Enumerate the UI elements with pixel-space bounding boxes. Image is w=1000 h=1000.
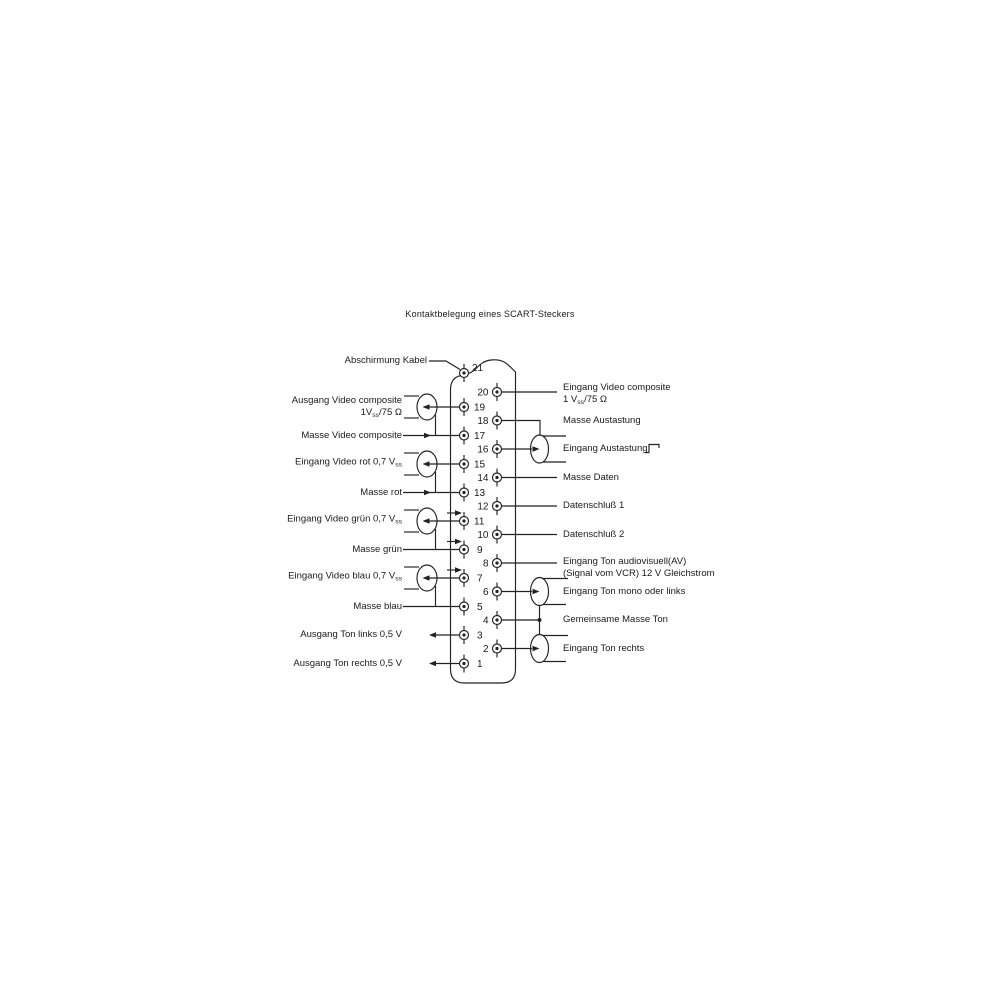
arrow-in-pin7 [422, 575, 430, 581]
pin-number-13: 13 [474, 488, 486, 499]
wire-group-pin3-1 [429, 632, 459, 667]
arrow-in-pin15 [422, 461, 430, 467]
pin-number-19: 19 [474, 403, 486, 414]
pins-layer: 19 17 15 13 11 9 7 5 3 1 20 18 16 14 12 10 8 6 4 2 21 [458, 363, 503, 673]
label-masse-video-composite: Masse Video composite [301, 429, 402, 441]
label-eingang-ton-mono: Eingang Ton mono oder links [563, 585, 686, 597]
arrow-in-pin11 [422, 518, 430, 524]
pin-12: 12 [477, 497, 503, 515]
wire-group-right-straight [502, 391, 557, 564]
label-datenschluss-1: Datenschluß 1 [563, 500, 625, 511]
pin-13: 13 [458, 483, 486, 502]
pin-4: 4 [483, 611, 503, 629]
pin-16: 16 [477, 440, 503, 458]
connector-outline [449, 359, 517, 684]
pin-number-10: 10 [477, 530, 489, 541]
pin-number-20: 20 [477, 388, 489, 399]
pin-8: 8 [483, 554, 503, 572]
pin-20: 20 [477, 383, 503, 401]
pin-14: 14 [477, 468, 503, 487]
label-ausgang-video-composite: Ausgang Video composite 1Vss/75 Ω [291, 395, 402, 419]
arrow-in-pin2 [532, 645, 540, 652]
label-masse-blau: Masse blau [353, 600, 402, 612]
label-eingang-ton-rechts: Eingang Ton rechts [563, 642, 645, 654]
label-gemeinsame-masse-ton: Gemeinsame Masse Ton [563, 614, 668, 625]
pin-number-8: 8 [483, 559, 489, 570]
pin-number-7: 7 [477, 574, 483, 585]
pin-15: 15 [458, 455, 486, 473]
label-eingang-video-blau: Eingang Video blau 0,7 Vss [288, 570, 402, 583]
wire-group-pin11-9 [403, 507, 462, 551]
arrow-in-pin16 [532, 446, 540, 452]
wire-group-pin7-5 [403, 564, 462, 608]
wire-group-pin19-17 [403, 393, 459, 439]
pin-number-16: 16 [477, 445, 489, 456]
pin-21: 21 [458, 363, 484, 382]
pin-9: 9 [458, 540, 483, 559]
pin-7: 7 [458, 569, 483, 587]
label-masse-rot: Masse rot [360, 486, 402, 498]
pin-number-9: 9 [477, 545, 483, 556]
label-eingang-video-composite: Eingang Video composite 1 Vss/75 Ω [563, 382, 671, 406]
label-abschirmung-kabel: Abschirmung Kabel [344, 355, 427, 366]
arrow-out-pin19 [422, 404, 430, 410]
label-eingang-video-gruen: Eingang Video grün 0,7 Vss [287, 513, 402, 526]
pin-number-4: 4 [483, 616, 489, 627]
label-masse-daten: Masse Daten [563, 471, 619, 483]
arrow-masse-pin13 [424, 489, 431, 496]
wire-group-pin18-16 [502, 419, 566, 464]
blanking-pulse-icon [645, 443, 660, 454]
label-ausgang-ton-links: Ausgang Ton links 0,5 V [300, 629, 402, 640]
pin-3: 3 [458, 626, 483, 644]
pin-number-21: 21 [472, 363, 484, 374]
arrow-masse-pin17 [424, 432, 431, 439]
arrow-direction-pin9 [455, 538, 462, 545]
pin-number-11: 11 [474, 517, 485, 528]
pin-1: 1 [458, 654, 483, 673]
pin-10: 10 [477, 525, 503, 544]
arrow-direction-pin7 [455, 567, 462, 573]
pin-5: 5 [458, 597, 483, 616]
pin-number-18: 18 [477, 416, 489, 427]
arrow-in-pin6 [532, 588, 540, 595]
wire-group-pin15-13 [403, 450, 459, 496]
label-masse-gruen: Masse grün [352, 543, 402, 555]
arrow-direction-pin11 [455, 510, 462, 516]
pin-17: 17 [458, 426, 486, 445]
label-eingang-video-rot: Eingang Video rot 0,7 Vss [295, 456, 402, 469]
pin-number-15: 15 [474, 460, 486, 471]
wire-group-pin6-4-2 [502, 576, 568, 664]
pin-number-3: 3 [477, 631, 483, 642]
label-datenschluss-2: Datenschluß 2 [563, 528, 625, 540]
pin-number-17: 17 [474, 431, 486, 442]
pin-number-6: 6 [483, 587, 489, 598]
label-ausgang-ton-rechts: Ausgang Ton rechts 0,5 V [293, 657, 402, 669]
arrow-out-pin3 [429, 632, 436, 638]
pin-6: 6 [483, 582, 503, 601]
label-eingang-austastung: Eingang Austastung [563, 443, 648, 454]
pin-number-14: 14 [477, 473, 489, 484]
pin-19: 19 [458, 398, 486, 416]
pin-11: 11 [458, 512, 485, 530]
pin-number-12: 12 [477, 502, 489, 513]
pin-number-1: 1 [477, 659, 483, 670]
wire-abschirmung-pin21 [429, 360, 461, 370]
pin-18: 18 [477, 411, 503, 430]
junction-dot-pin4 [537, 618, 542, 622]
pin-number-5: 5 [477, 602, 483, 613]
page-title: Kontaktbelegung eines SCART-Steckers [405, 309, 575, 319]
pin-2: 2 [483, 639, 503, 658]
pin-number-2: 2 [483, 644, 489, 655]
label-masse-austastung: Masse Austastung [563, 414, 641, 426]
label-eingang-ton-av: Eingang Ton audiovisuell(AV) (Signal vom… [563, 556, 715, 579]
arrow-out-pin1 [429, 660, 436, 667]
